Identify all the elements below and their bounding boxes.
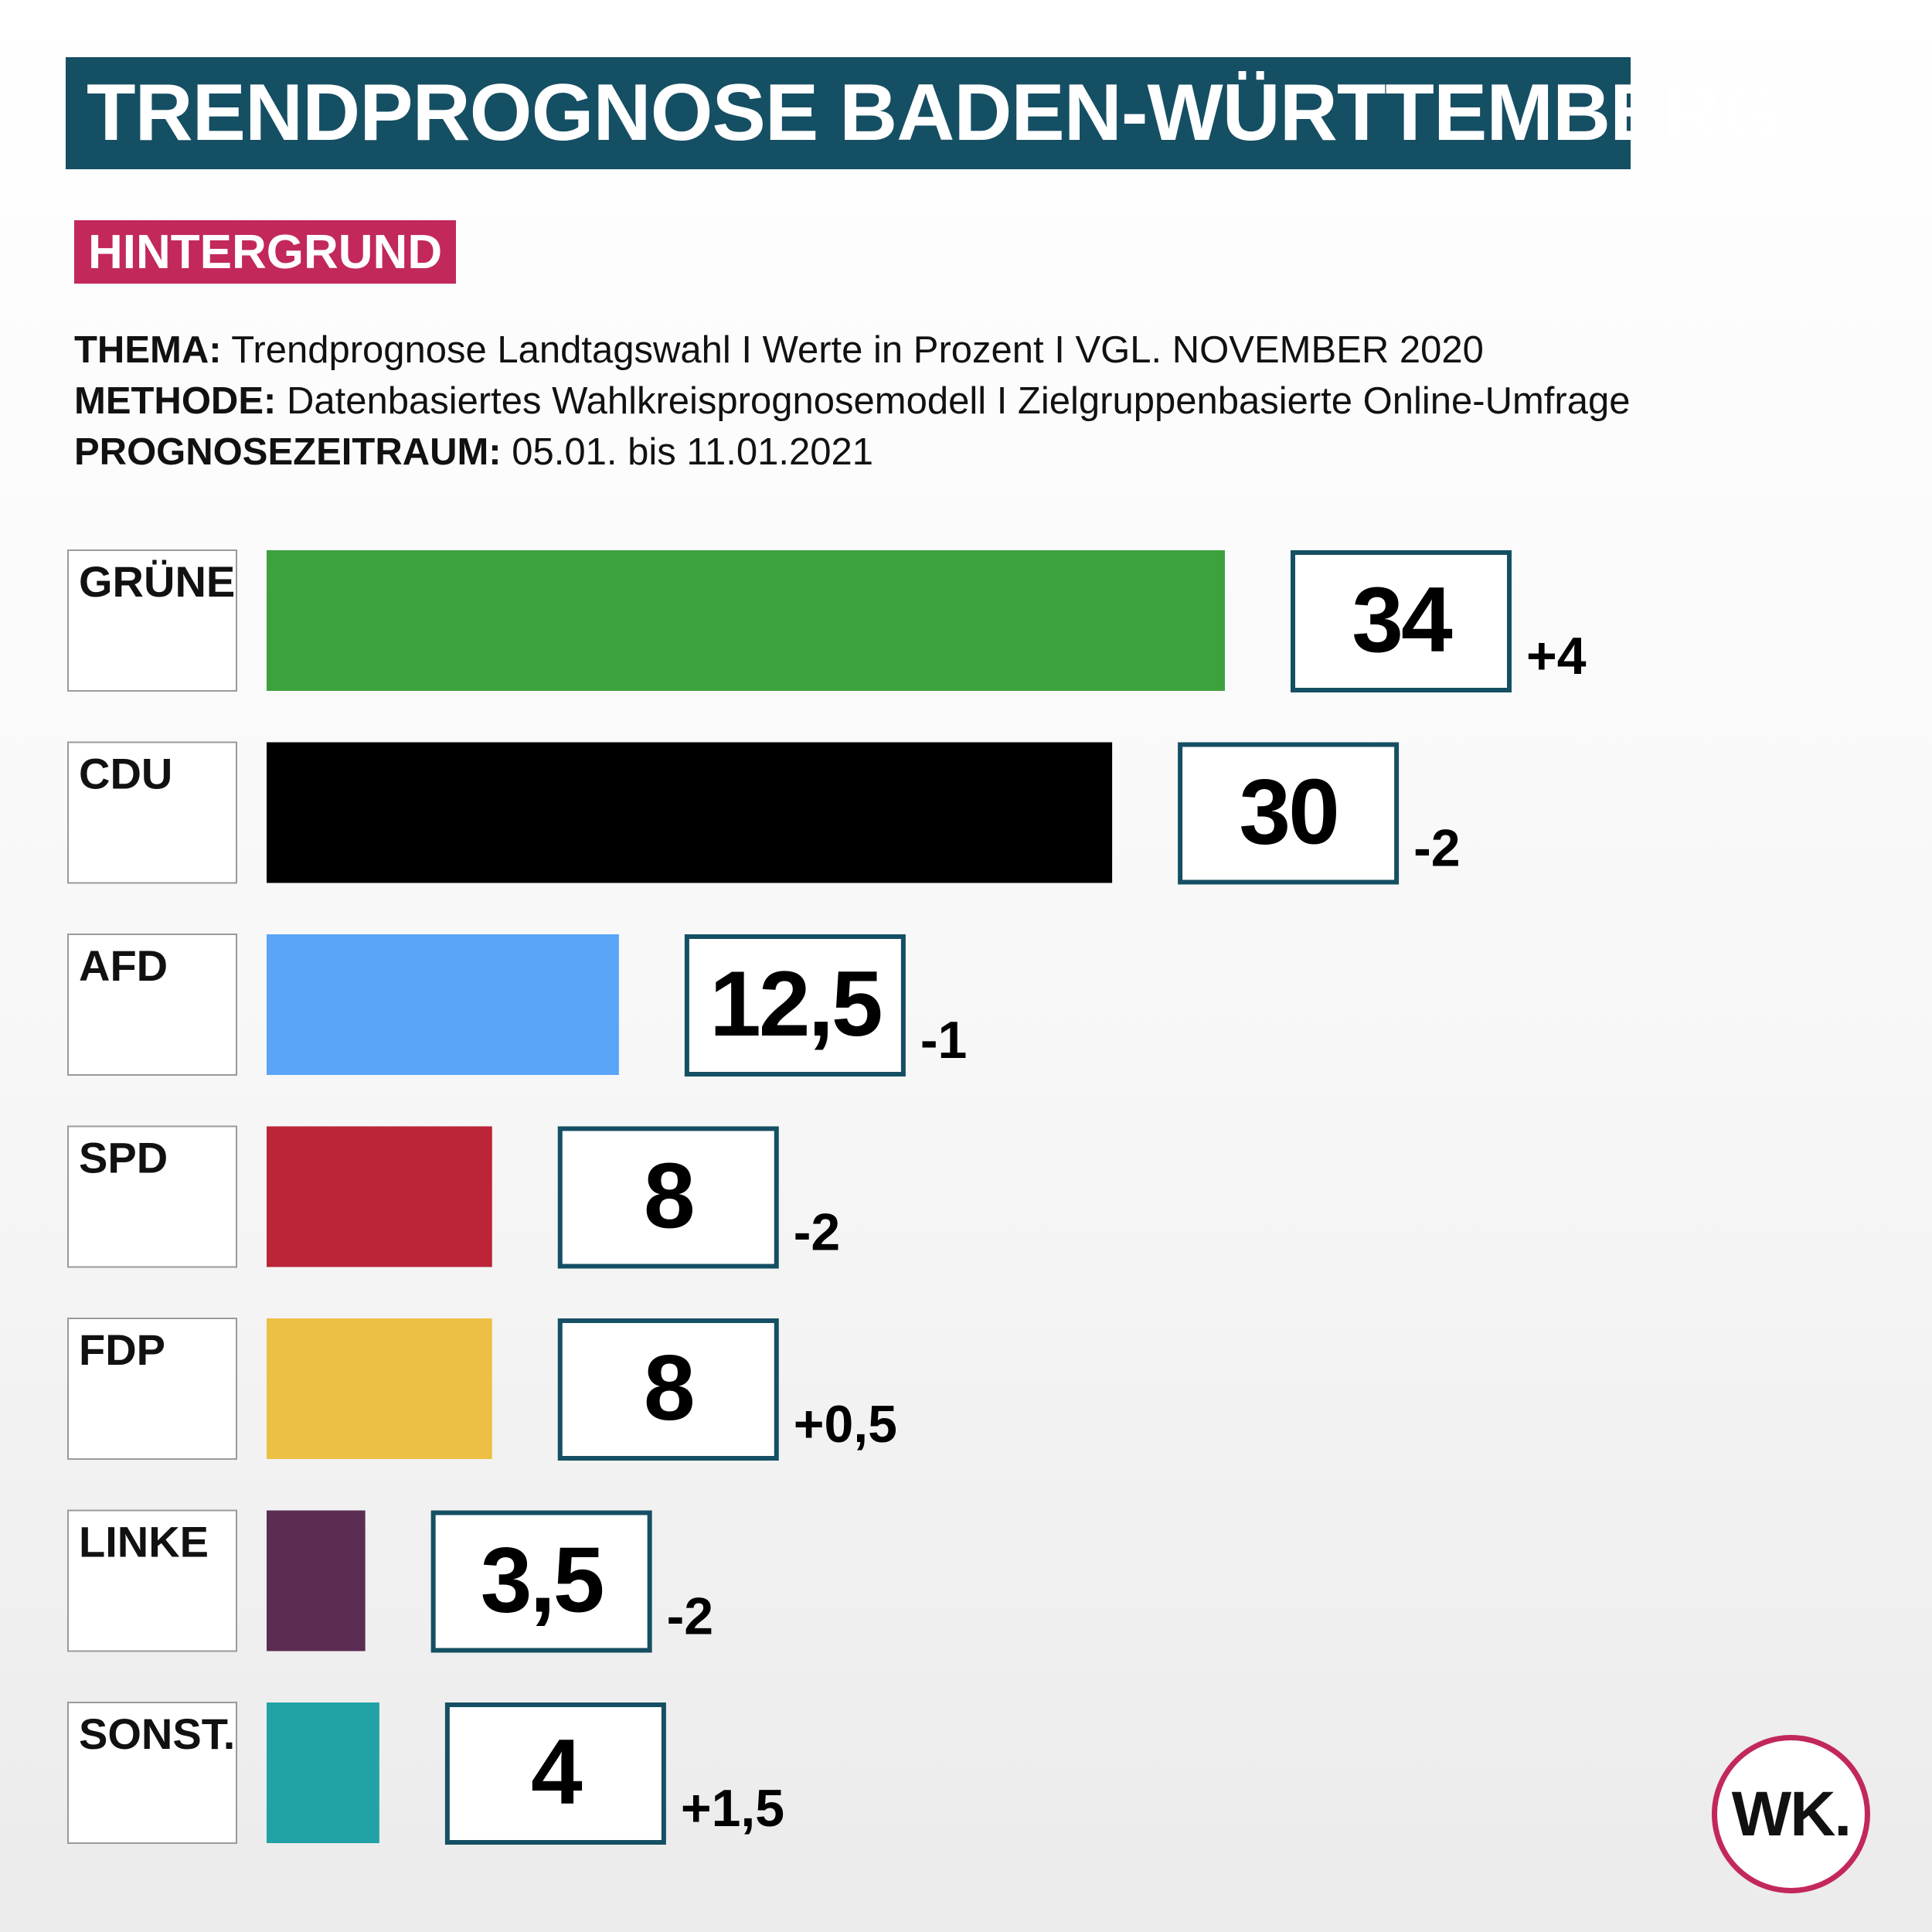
category-tag: HINTERGRUND <box>74 220 457 284</box>
value-box-afd <box>684 934 906 1077</box>
party-label-box-sonst <box>67 1702 237 1844</box>
value-label-sonst: 4 <box>531 1720 583 1824</box>
party-label-box-spd <box>67 1125 237 1268</box>
value-label-spd: 8 <box>644 1145 693 1248</box>
party-label-grüne: GRÜNE <box>79 557 235 606</box>
bar-afd <box>267 934 619 1075</box>
value-box-grüne <box>1291 550 1512 692</box>
party-label-cdu: CDU <box>79 750 172 798</box>
value-label-linke: 3,5 <box>481 1529 603 1632</box>
meta-zeitraum: PROGNOSEZEITRAUM: 05.01. bis 11.01.2021 <box>74 427 1631 478</box>
meta-thema: THEMA: Trendprognose Landtagswahl I Wert… <box>74 325 1631 376</box>
change-label-grüne: +4 <box>1526 627 1587 685</box>
change-label-spd: -2 <box>794 1203 840 1262</box>
party-label-box-linke <box>67 1509 237 1652</box>
party-label-fdp: FDP <box>79 1325 165 1374</box>
meta-thema-value: Trendprognose Landtagswahl I Werte in Pr… <box>231 329 1484 371</box>
meta-methode-label: METHODE: <box>74 380 277 422</box>
change-label-sonst: +1,5 <box>681 1779 784 1838</box>
meta-info: THEMA: Trendprognose Landtagswahl I Wert… <box>74 325 1631 478</box>
party-label-box-fdp <box>67 1318 237 1460</box>
change-label-cdu: -2 <box>1413 819 1460 878</box>
page-title: TRENDPROGNOSE BADEN-WÜRTTEMBERG. <box>66 57 1804 169</box>
party-label-sonst: SONST. <box>79 1709 235 1758</box>
change-label-linke: -2 <box>667 1587 713 1646</box>
value-box-linke <box>430 1510 652 1653</box>
party-label-linke: LINKE <box>79 1518 209 1566</box>
value-label-cdu: 30 <box>1239 760 1337 864</box>
change-label-fdp: +0,5 <box>794 1395 897 1454</box>
party-label-box-cdu <box>67 741 237 884</box>
bar-sonst <box>267 1702 379 1843</box>
wk-logo: WK. <box>1712 1735 1870 1893</box>
value-label-fdp: 8 <box>644 1336 693 1440</box>
meta-zeitraum-value: 05.01. bis 11.01.2021 <box>512 431 873 473</box>
value-label-afd: 12,5 <box>709 952 881 1056</box>
bar-linke <box>267 1510 366 1651</box>
meta-thema-label: THEMA: <box>74 329 222 371</box>
party-label-afd: AFD <box>79 941 168 990</box>
party-label-box-grüne <box>67 549 237 692</box>
meta-methode: METHODE: Datenbasiertes Wahlkreisprognos… <box>74 376 1631 427</box>
value-label-grüne: 34 <box>1352 568 1453 672</box>
bar-spd <box>267 1126 492 1267</box>
bar-grüne <box>267 550 1225 691</box>
bar-fdp <box>267 1318 492 1459</box>
meta-zeitraum-label: PROGNOSEZEITRAUM: <box>74 431 502 473</box>
value-box-sonst <box>444 1702 666 1845</box>
value-box-cdu <box>1178 742 1400 885</box>
value-box-spd <box>557 1126 779 1269</box>
party-label-spd: SPD <box>79 1134 168 1182</box>
value-box-fdp <box>557 1318 779 1461</box>
party-label-box-afd <box>67 934 237 1076</box>
change-label-afd: -1 <box>920 1011 967 1070</box>
meta-methode-value: Datenbasiertes Wahlkreisprognosemodell I… <box>286 380 1631 422</box>
bar-cdu <box>267 742 1113 883</box>
